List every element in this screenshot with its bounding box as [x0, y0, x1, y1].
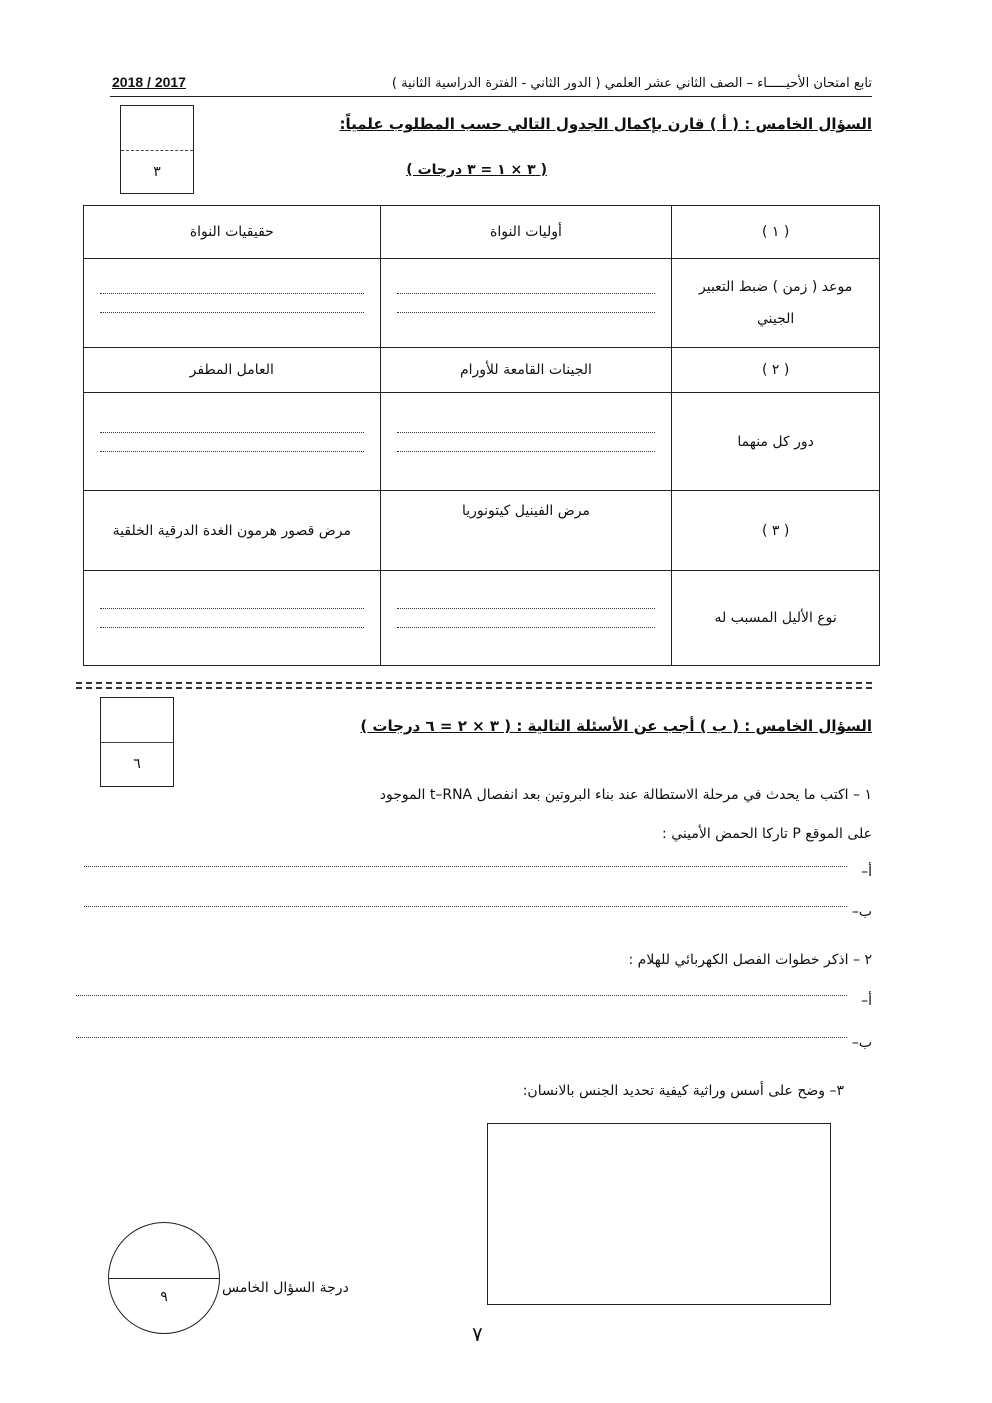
total-score-label: درجة السؤال الخامس — [222, 1280, 349, 1296]
row-label: موعد ( زمن ) ضبط التعبير الجيني — [671, 258, 880, 348]
answer-cell[interactable] — [379, 570, 673, 666]
cell: الجينات القامعة للأورام — [379, 347, 673, 393]
table-row: موعد ( زمن ) ضبط التعبير الجيني — [83, 258, 880, 348]
part-b-title: السؤال الخامس : ( ب ) أجب عن الأسئلة الت… — [360, 717, 872, 735]
exam-header: تابع امتحان الأحيـــــاء – الصف الثاني ع… — [391, 76, 872, 91]
cell: مرض الفينيل كيتونوريا — [379, 490, 673, 571]
question-1-text-cont: على الموقع P تاركا الحمض الأميني : — [662, 826, 872, 842]
total-score: ٩ — [160, 1289, 168, 1305]
part-a-score-box: ٣ — [120, 105, 194, 194]
option-a-label: أ– — [861, 993, 872, 1009]
answer-cell[interactable] — [83, 392, 381, 491]
option-a-label: أ– — [861, 864, 872, 880]
exam-year: 2018 / 2017 — [112, 74, 186, 90]
row-label: نوع الأليل المسبب له — [671, 570, 880, 666]
option-b-label: ب– — [851, 904, 872, 920]
row-label: دور كل منهما — [671, 392, 880, 491]
section-divider — [76, 682, 872, 684]
cell: حقيقيات النواة — [83, 205, 381, 259]
answer-cell[interactable] — [379, 258, 673, 348]
q3-answer-box[interactable] — [487, 1123, 831, 1305]
cell: أوليات النواة — [379, 205, 673, 259]
score-box-divider — [121, 150, 193, 151]
cell: العامل المطفر — [83, 347, 381, 393]
table-row: ( ٢ ) الجينات القامعة للأورام العامل الم… — [83, 347, 880, 393]
answer-cell[interactable] — [83, 258, 381, 348]
question-3-text: ٣– وضح على أسس وراثية كيفية تحديد الجنس … — [522, 1083, 844, 1099]
table-row: نوع الأليل المسبب له — [83, 570, 880, 666]
section-divider — [76, 687, 872, 689]
answer-cell[interactable] — [379, 392, 673, 491]
cell: مرض قصور هرمون الغدة الدرقية الخلقية — [83, 490, 381, 571]
page-number: ٧ — [472, 1322, 483, 1346]
part-b-score-box: ٦ — [100, 697, 174, 787]
part-b-score: ٦ — [133, 756, 141, 772]
option-b-label: ب– — [851, 1035, 872, 1051]
q1-answer-a[interactable] — [84, 866, 847, 867]
comparison-table: ( ١ ) أوليات النواة حقيقيات النواة موعد … — [83, 205, 880, 666]
total-score-circle: ٩ — [108, 1222, 220, 1334]
row-label: ( ١ ) — [671, 205, 880, 259]
header-divider — [110, 96, 872, 97]
part-a-score: ٣ — [153, 164, 161, 180]
table-row: ( ٣ ) مرض الفينيل كيتونوريا مرض قصور هرم… — [83, 490, 880, 571]
question-2-text: ٢ – اذكر خطوات الفصل الكهربائي للهلام : — [628, 952, 872, 968]
table-row: ( ١ ) أوليات النواة حقيقيات النواة — [83, 205, 880, 259]
q2-answer-a[interactable] — [76, 995, 847, 996]
part-a-title: السؤال الخامس : ( أ ) قارن بإكمال الجدول… — [339, 115, 872, 133]
table-row: دور كل منهما — [83, 392, 880, 491]
part-a-marks: ( ٣ × ١ = ٣ درجات ) — [406, 162, 547, 178]
row-label: ( ٣ ) — [671, 490, 880, 571]
question-1-text: ١ – اكتب ما يحدث في مرحلة الاستطالة عند … — [379, 787, 872, 803]
q2-answer-b[interactable] — [76, 1037, 847, 1038]
row-label: ( ٢ ) — [671, 347, 880, 393]
circle-divider — [109, 1278, 219, 1279]
score-box-divider — [101, 742, 173, 743]
answer-cell[interactable] — [83, 570, 381, 666]
q1-answer-b[interactable] — [84, 906, 847, 907]
